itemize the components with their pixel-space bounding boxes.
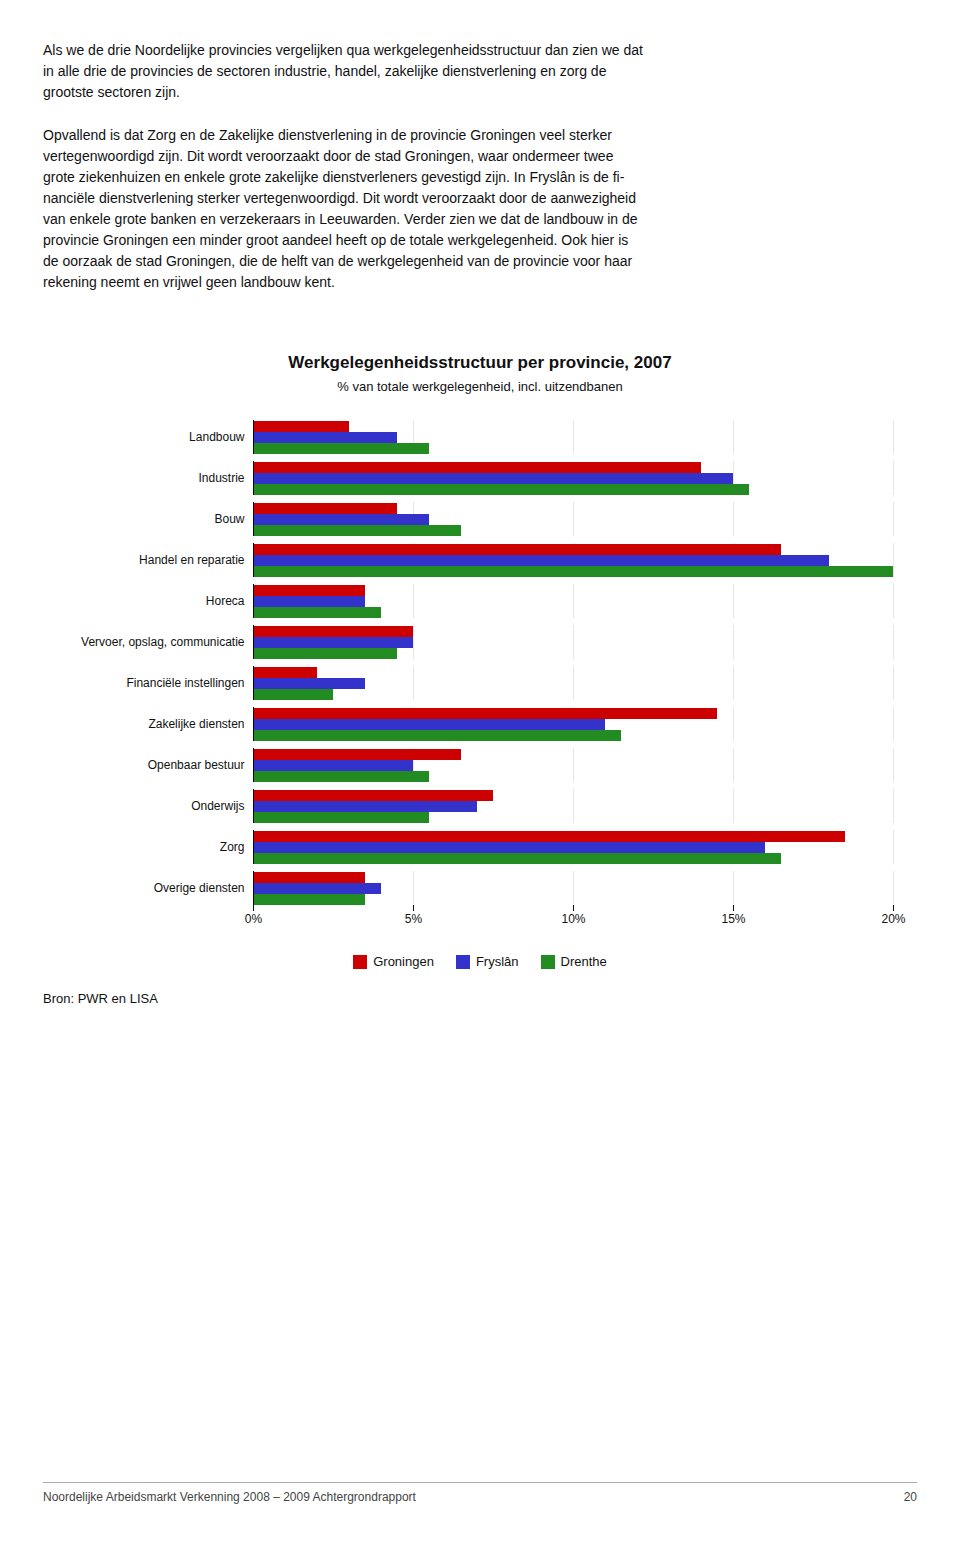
- html-text:grote ziekenhuizen en enkele g: grote ziekenhuizen en enkele grote zakel…: [43, 169, 625, 185]
- html-text:Werkgelegenheidsstructuur per: Werkgelegenheidsstructuur per provincie,…: [288, 353, 672, 372]
- html-text:van enkele grote banken en ver: van enkele grote banken en verzekeraars …: [43, 211, 638, 227]
- svg-text:20%: 20%: [881, 912, 905, 926]
- html-text:grootste sectoren zijn.: grootste sectoren zijn.: [43, 84, 180, 100]
- html-text:Bron: PWR en LISA: Bron: PWR en LISA: [43, 991, 158, 1006]
- svg-text:Zakelijke diensten: Zakelijke diensten: [148, 717, 244, 731]
- svg-text:Openbaar bestuur: Openbaar bestuur: [148, 758, 245, 772]
- svg-text:Vervoer, opslag, communicatie: Vervoer, opslag, communicatie: [81, 635, 245, 649]
- svg-text:Landbouw: Landbouw: [189, 430, 245, 444]
- svg-text:Financiële instellingen: Financiële instellingen: [126, 676, 244, 690]
- html-text:rekening neemt en vrijwel geen: rekening neemt en vrijwel geen landbouw …: [43, 274, 335, 290]
- svg-text:Bouw: Bouw: [214, 512, 244, 526]
- html-text:Noordelijke Arbeidsmarkt Verke: Noordelijke Arbeidsmarkt Verkenning 2008…: [43, 1490, 416, 1504]
- svg-text:0%: 0%: [245, 912, 263, 926]
- html-text:vertegenwoordigd zijn. Dit wor: vertegenwoordigd zijn. Dit wordt veroorz…: [43, 148, 614, 164]
- svg-text:15%: 15%: [721, 912, 745, 926]
- html-text:de oorzaak de stad Groningen,: de oorzaak de stad Groningen, die de hel…: [43, 253, 633, 269]
- html-text:Opvallend is dat Zorg en de Za: Opvallend is dat Zorg en de Zakelijke di…: [43, 127, 612, 143]
- html-text:Drenthe: Drenthe: [560, 954, 607, 969]
- html-text:% van totale werkgelegenheid,: % van totale werkgelegenheid, incl. uitz…: [337, 379, 623, 394]
- svg-text:Horeca: Horeca: [206, 594, 245, 608]
- svg-text:Zorg: Zorg: [220, 840, 245, 854]
- svg-text:5%: 5%: [405, 912, 423, 926]
- svg-text:Handel en reparatie: Handel en reparatie: [139, 553, 245, 567]
- html-text:nanciële dienstverlening sterk: nanciële dienstverlening sterker vertege…: [43, 190, 636, 206]
- svg-text:10%: 10%: [561, 912, 585, 926]
- html-text:20: 20: [903, 1490, 917, 1504]
- html-text:Fryslân: Fryslân: [475, 954, 519, 969]
- svg-text:Overige diensten: Overige diensten: [154, 881, 245, 895]
- html-text:in alle drie de provincies de: in alle drie de provincies de sectoren i…: [43, 63, 607, 79]
- html-text:provincie Groningen een minder: provincie Groningen een minder groot aan…: [43, 232, 629, 248]
- html-text:Als we de drie Noordelijke pro: Als we de drie Noordelijke provincies ve…: [43, 42, 643, 58]
- svg-text:Onderwijs: Onderwijs: [191, 799, 244, 813]
- html-text:Groningen: Groningen: [373, 954, 434, 969]
- svg-text:Industrie: Industrie: [198, 471, 244, 485]
